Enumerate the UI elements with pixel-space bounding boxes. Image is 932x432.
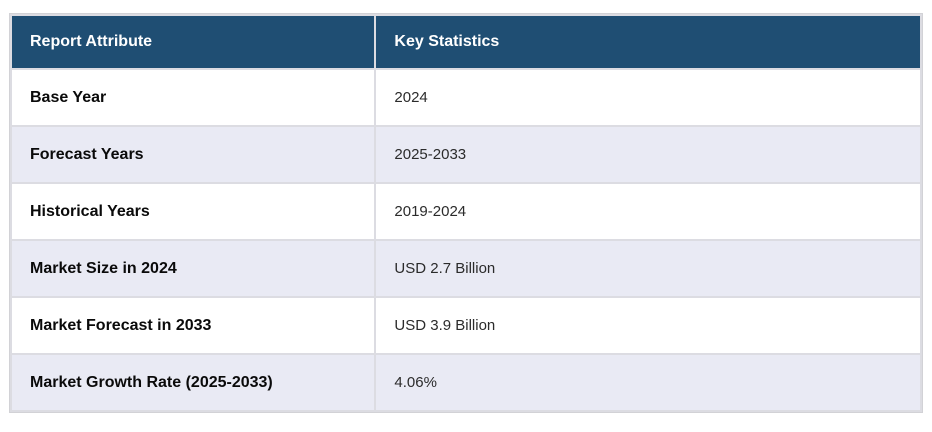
attribute-cell: Forecast Years xyxy=(12,127,375,182)
table-row: Base Year 2024 xyxy=(12,70,920,125)
value-cell: 2019-2024 xyxy=(376,184,920,239)
table-row: Forecast Years 2025-2033 xyxy=(12,127,920,182)
value-cell: USD 3.9 Billion xyxy=(376,298,920,353)
attribute-cell: Market Growth Rate (2025-2033) xyxy=(12,355,375,410)
table-body: Base Year 2024 Forecast Years 2025-2033 Hist… xyxy=(12,70,920,410)
table-row: Market Forecast in 2033 USD 3.9 Billion xyxy=(12,298,920,353)
report-table-container: Report Attribute Key Statistics Base Yea… xyxy=(9,13,923,413)
attribute-cell: Base Year xyxy=(12,70,375,125)
table-row: Historical Years 2019-2024 xyxy=(12,184,920,239)
attribute-cell: Market Forecast in 2033 xyxy=(12,298,375,353)
table-header-row: Report Attribute Key Statistics xyxy=(12,16,920,68)
report-attributes-table: Report Attribute Key Statistics Base Yea… xyxy=(9,13,923,413)
table-row: Market Size in 2024 USD 2.7 Billion xyxy=(12,241,920,296)
value-cell: 4.06% xyxy=(376,355,920,410)
value-cell: USD 2.7 Billion xyxy=(376,241,920,296)
table-row: Market Growth Rate (2025-2033) 4.06% xyxy=(12,355,920,410)
attribute-cell: Market Size in 2024 xyxy=(12,241,375,296)
column-header-key-statistics: Key Statistics xyxy=(376,16,920,68)
value-cell: 2024 xyxy=(376,70,920,125)
value-cell: 2025-2033 xyxy=(376,127,920,182)
attribute-cell: Historical Years xyxy=(12,184,375,239)
column-header-report-attribute: Report Attribute xyxy=(12,16,375,68)
